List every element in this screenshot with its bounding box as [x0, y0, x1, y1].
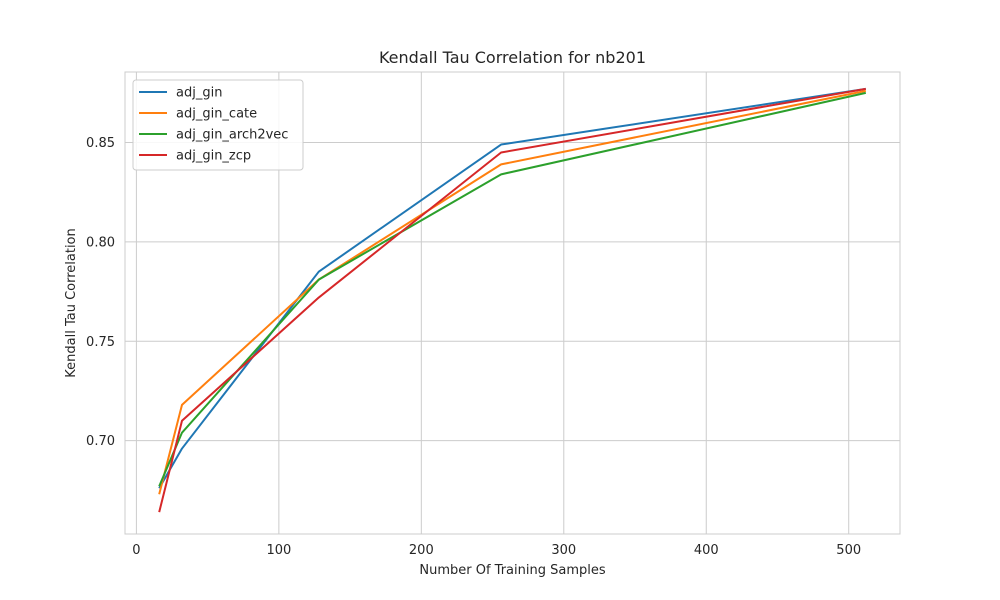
y-tick-label: 0.70: [86, 434, 115, 449]
x-tick-label: 200: [409, 543, 434, 558]
y-tick-label: 0.80: [86, 235, 115, 250]
series-line-adj-gin: [158, 87, 866, 489]
x-axis-label: Number Of Training Samples: [419, 563, 605, 578]
x-tick-label: 0: [132, 543, 140, 558]
chart-title: Kendall Tau Correlation for nb201: [379, 48, 646, 67]
plot-frame: [124, 71, 901, 535]
legend-box: [132, 79, 304, 171]
y-axis-label: Kendall Tau Correlation: [64, 228, 79, 378]
series-line-adj-gin-zcp: [158, 87, 866, 513]
x-tick-labels: 0 100 200 300 400 500: [132, 543, 861, 558]
series-layer: [158, 87, 867, 513]
legend-label: adj_gin_arch2vec: [176, 128, 288, 143]
x-tick-label: 100: [266, 543, 291, 558]
legend-label: adj_gin_cate: [176, 107, 257, 122]
y-tick-label: 0.85: [86, 136, 115, 151]
y-tick-label: 0.75: [86, 335, 115, 350]
legend-label: adj_gin_zcp: [176, 149, 251, 164]
x-tick-label: 300: [551, 543, 576, 558]
x-tick-label: 400: [694, 543, 719, 558]
y-tick-labels: 0.70 0.75 0.80 0.85: [86, 136, 115, 449]
legend: adj_gin adj_gin_cate adj_gin_arch2vec adj_g…: [132, 79, 304, 171]
legend-label: adj_gin: [176, 86, 222, 101]
x-tick-label: 500: [836, 543, 861, 558]
